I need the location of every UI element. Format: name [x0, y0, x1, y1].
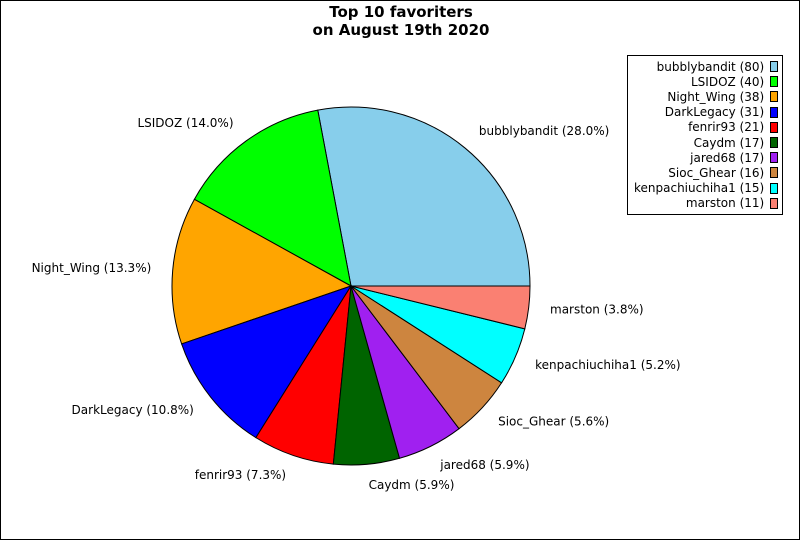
pie-label-fenrir93: fenrir93 (7.3%) [195, 468, 286, 482]
legend-swatch [770, 76, 779, 88]
pie-slice-lsidoz [193, 109, 352, 287]
legend-item: Night_Wing (38) [634, 89, 779, 104]
legend-label: kenpachiuchiha1 (15) [634, 181, 765, 196]
legend-item: jared68 (17) [634, 150, 779, 165]
legend-swatch [770, 106, 779, 118]
pie-label-sioc-ghear: Sioc_Ghear (5.6%) [498, 415, 609, 429]
chart-title-line-1: Top 10 favoriters [329, 3, 473, 21]
legend-item: Sioc_Ghear (16) [634, 165, 779, 180]
pie-label-jared68: jared68 (5.9%) [439, 458, 529, 472]
legend-item: bubblybandit (80) [634, 59, 779, 74]
legend-item: fenrir93 (21) [634, 120, 779, 135]
pie-label-night-wing: Night_Wing (13.3%) [32, 261, 152, 275]
legend-item: LSIDOZ (40) [634, 74, 779, 89]
legend-label: DarkLegacy (31) [664, 105, 765, 120]
chart-title: Top 10 favoriters on August 19th 2020 [1, 3, 799, 39]
legend-label: bubblybandit (80) [656, 59, 765, 74]
pie-label-lsidoz: LSIDOZ (14.0%) [137, 116, 233, 130]
pie-slice-marston [350, 285, 531, 330]
legend-label: Caydm (17) [693, 135, 765, 150]
legend-swatch [770, 182, 779, 194]
legend-swatch [770, 121, 779, 133]
legend-label: fenrir93 (21) [688, 120, 765, 135]
chart-title-line-2: on August 19th 2020 [312, 21, 490, 39]
legend-item: marston (11) [634, 196, 779, 211]
legend-label: Night_Wing (38) [667, 89, 765, 104]
legend-swatch [770, 167, 779, 179]
legend-swatch [770, 197, 779, 209]
legend-swatch [770, 61, 779, 73]
pie-label-kenpachiuchiha1: kenpachiuchiha1 (5.2%) [535, 358, 680, 372]
legend-label: marston (11) [685, 196, 765, 211]
legend-item: Caydm (17) [634, 135, 779, 150]
legend-label: jared68 (17) [690, 150, 765, 165]
pie-label-caydm: Caydm (5.9%) [369, 478, 455, 492]
legend-item: DarkLegacy (31) [634, 105, 779, 120]
legend-label: LSIDOZ (40) [691, 74, 765, 89]
legend: bubblybandit (80) LSIDOZ (40) Night_Wing (… [627, 55, 784, 215]
pie-slice-bubblybandit [317, 106, 531, 287]
pie-slice-night-wing [171, 198, 353, 345]
legend-item: kenpachiuchiha1 (15) [634, 181, 779, 196]
legend-swatch [770, 137, 779, 149]
legend-swatch [770, 152, 779, 164]
legend-label: Sioc_Ghear (16) [668, 165, 765, 180]
pie-label-marston: marston (3.8%) [550, 303, 644, 317]
pie-label-bubblybandit: bubblybandit (28.0%) [479, 124, 609, 138]
pie-slice-darklegacy [180, 285, 353, 439]
legend-swatch [770, 91, 779, 103]
pie-label-darklegacy: DarkLegacy (10.8%) [72, 403, 194, 417]
